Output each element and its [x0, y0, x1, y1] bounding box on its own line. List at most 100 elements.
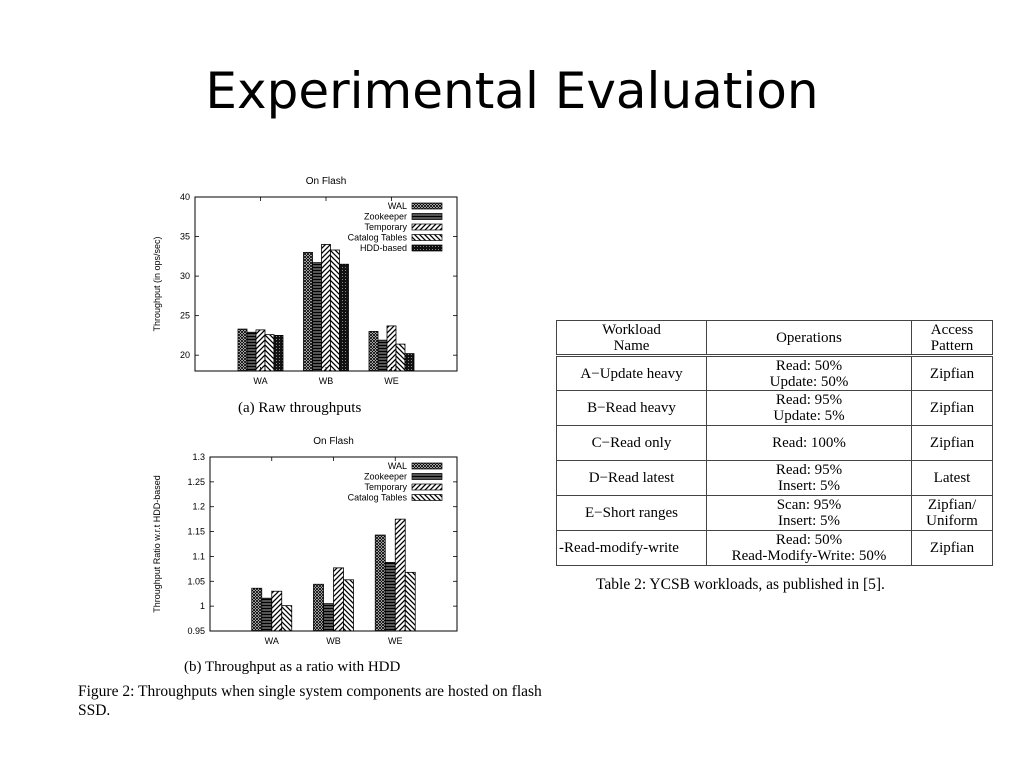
- bar-wal-we: [368, 331, 379, 372]
- workload-name-cell: B−Read heavy: [556, 390, 707, 426]
- y-tick-label: 1.2: [192, 502, 205, 512]
- access-pattern-line: Latest: [933, 470, 971, 486]
- ycsb-workloads-table: Workload Name Operations Access Pattern …: [556, 320, 993, 566]
- legend-label: Temporary: [364, 482, 407, 492]
- table-row: B−Read heavy Read: 95% Update: 5% Zipfian: [556, 390, 993, 426]
- legend-swatch: [411, 483, 443, 491]
- x-tick-label: WA: [253, 376, 267, 386]
- legend-label: WAL: [388, 461, 407, 471]
- legend-label: Temporary: [364, 222, 407, 232]
- header-operations: Operations: [706, 320, 912, 357]
- legend-swatch: [411, 213, 443, 220]
- bar-zookeeper-we: [384, 561, 396, 632]
- legend-label: HDD-based: [360, 243, 407, 253]
- bar-zookeeper-we: [377, 339, 388, 372]
- access-pattern-cell: Zipfian/Uniform: [911, 495, 993, 531]
- operation-line: Read: 95%: [775, 392, 843, 408]
- header-access-line1: Access: [930, 321, 974, 338]
- bar-hdd-based-wa: [273, 335, 284, 372]
- bar-hdd-based-we: [404, 353, 415, 372]
- bar-wal-wa: [237, 328, 248, 372]
- chart-title: On Flash: [306, 176, 347, 187]
- table-caption: Table 2: YCSB workloads, as published in…: [596, 576, 885, 593]
- operation-line: Insert: 5%: [777, 513, 841, 529]
- bar-temporary-wa: [255, 329, 266, 372]
- access-pattern-cell: Latest: [911, 460, 993, 496]
- operation-line: Insert: 5%: [777, 478, 841, 494]
- access-pattern-cell: Zipfian: [911, 530, 993, 566]
- bar-temporary-wb: [333, 567, 344, 632]
- operations-cell: Read: 95% Insert: 5%: [706, 460, 912, 496]
- legend-label: WAL: [388, 201, 407, 211]
- bar-wal-wb: [303, 251, 313, 372]
- header-access-pattern: Access Pattern: [911, 320, 993, 357]
- legend-label: Catalog Tables: [348, 493, 408, 503]
- legend-label: Zookeeper: [364, 472, 407, 482]
- figure-caption-a: (a) Raw throughputs: [238, 400, 362, 416]
- legend-label: Zookeeper: [364, 212, 407, 222]
- operation-line: Read: 50%: [775, 532, 843, 548]
- operation-line: Read-Modify-Write: 50%: [731, 548, 887, 564]
- x-tick-label: WB: [319, 376, 334, 386]
- bar-zookeeper-wb: [323, 603, 334, 632]
- operation-line: Scan: 95%: [776, 497, 842, 513]
- y-tick-label: 1.1: [192, 551, 205, 561]
- legend-swatch: [411, 462, 443, 470]
- y-tick-label: 1: [200, 601, 205, 611]
- y-tick-label: 1.15: [187, 527, 205, 537]
- bar-catalog-tables-wb: [330, 249, 340, 372]
- legend-swatch: [411, 202, 443, 210]
- y-tick-label: 1.05: [187, 576, 205, 586]
- plot-frame: [194, 196, 458, 372]
- operations-cell: Read: 95% Update: 5%: [706, 390, 912, 426]
- legend-swatch: [411, 494, 443, 501]
- operation-line: Read: 100%: [772, 435, 846, 451]
- y-tick-label: 35: [180, 232, 190, 242]
- table-header-row: Workload Name Operations Access Pattern: [556, 320, 993, 357]
- figure-caption: Figure 2: Throughputs when single system…: [78, 683, 542, 719]
- x-tick-label: WA: [265, 636, 279, 646]
- y-tick-label: 40: [180, 192, 190, 202]
- y-tick-label: 1.25: [187, 477, 205, 487]
- y-tick-label: 1.3: [192, 452, 205, 462]
- x-tick-label: WB: [326, 636, 341, 646]
- operation-line: Update: 5%: [773, 408, 845, 424]
- header-workload-line1: Workload: [602, 321, 661, 338]
- access-pattern-cell: Zipfian: [911, 425, 993, 461]
- figure-caption-b: (b) Throughput as a ratio with HDD: [184, 659, 401, 675]
- bar-temporary-we: [394, 518, 406, 632]
- bar-temporary-wa: [271, 590, 283, 632]
- workload-name-cell: E−Short ranges: [556, 495, 707, 531]
- table-row: A−Update heavy Read: 50% Update: 50% Zipfia…: [556, 355, 993, 391]
- operation-line: Update: 50%: [769, 373, 849, 390]
- x-tick-label: WE: [384, 376, 399, 386]
- y-tick-label: 0.95: [187, 626, 205, 636]
- table-row: E−Short ranges Scan: 95% Insert: 5% Zipfian…: [556, 495, 993, 531]
- bar-zookeeper-wa: [261, 597, 273, 632]
- bar-wal-wa: [251, 587, 263, 632]
- header-workload-name: Workload Name: [556, 320, 707, 357]
- access-pattern-line: Zipfian: [929, 400, 975, 416]
- bar-hdd-based-wb: [339, 263, 349, 372]
- operation-line: Read: 95%: [775, 462, 843, 478]
- bar-temporary-we: [386, 325, 397, 372]
- operations-cell: Scan: 95% Insert: 5%: [706, 495, 912, 531]
- bar-wal-we: [374, 534, 386, 632]
- throughput-ratio-chart: On Flash Throughput Ratio w.r.t HDD-based…: [152, 436, 458, 646]
- workload-name-cell: A−Update heavy: [556, 355, 707, 391]
- chart-title: On Flash: [313, 436, 354, 447]
- access-pattern-line: Uniform: [926, 513, 978, 529]
- bar-catalog-tables-we: [395, 343, 406, 372]
- y-axis-label: Throughput Ratio w.r.t HDD-based: [152, 475, 162, 613]
- operations-cell: Read: 50% Update: 50%: [706, 355, 912, 391]
- slide-title: Experimental Evaluation: [205, 62, 819, 120]
- legend-swatch: [411, 473, 443, 480]
- access-pattern-line: Zipfian: [929, 540, 975, 556]
- bar-catalog-tables-wa: [281, 605, 293, 632]
- bar-zookeeper-wa: [246, 331, 257, 372]
- legend-label: Catalog Tables: [348, 233, 408, 243]
- header-workload-line2: Name: [613, 337, 650, 354]
- workload-name-cell: -Read-modify-write: [556, 530, 707, 566]
- x-tick-label: WE: [388, 636, 403, 646]
- workload-name-cell: D−Read latest: [556, 460, 707, 496]
